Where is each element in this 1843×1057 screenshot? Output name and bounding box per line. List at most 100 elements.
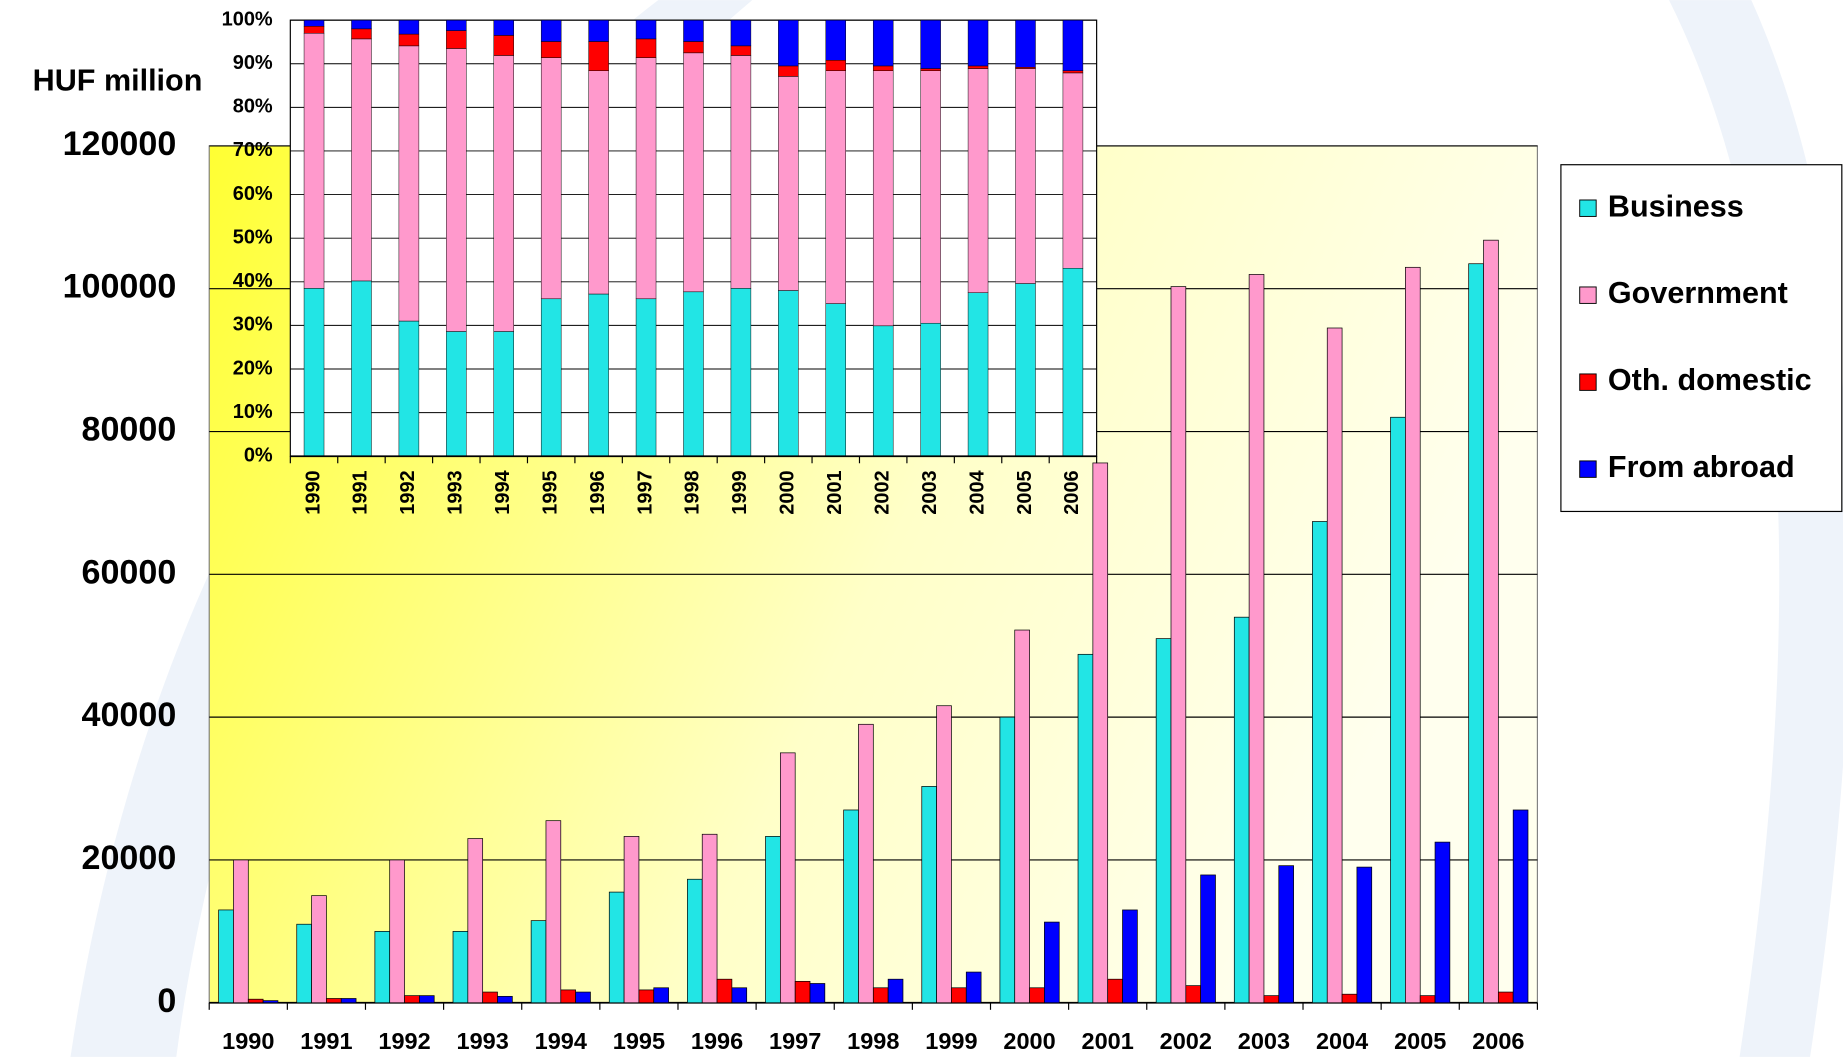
bar [1200, 874, 1216, 1004]
y-tick-label: 100% [222, 8, 273, 30]
stacked-bar-segment [635, 57, 657, 300]
stacked-bar-segment [872, 325, 894, 457]
x-tick-label: 2004 [966, 470, 988, 514]
y-tick-label: 80% [233, 96, 273, 118]
bar [1390, 416, 1406, 1004]
x-tick-label: 1995 [613, 1028, 665, 1054]
x-tick-label: 2000 [1003, 1028, 1055, 1054]
legend-swatch [1579, 199, 1597, 217]
stacked-bar-segment [778, 290, 799, 457]
bar [1263, 995, 1280, 1004]
bar [1044, 921, 1060, 1004]
stacked-bar-segment [540, 57, 562, 300]
stacked-bar-segment [683, 41, 704, 54]
bar [623, 836, 640, 1004]
x-tick-label: 2001 [1082, 1028, 1134, 1054]
bar [1170, 286, 1187, 1004]
x-tick-label: 1997 [769, 1028, 821, 1054]
stacked-bar-segment [588, 70, 609, 295]
x-tick-label: 1990 [222, 1028, 274, 1054]
bar [340, 998, 357, 1004]
bar [482, 991, 498, 1004]
x-tick-label: 1990 [302, 470, 324, 514]
y-tick-label: 20000 [82, 839, 177, 877]
bar [247, 998, 264, 1004]
stacked-bar-segment [920, 70, 941, 324]
bar [951, 987, 967, 1004]
x-tick-label: 1991 [350, 470, 372, 514]
bar [452, 931, 469, 1004]
stacked-bar-segment [920, 68, 941, 71]
y-tick-label: 40% [233, 270, 273, 292]
x-tick-label: 1993 [457, 1028, 509, 1054]
stacked-bar-segment [635, 298, 657, 457]
stacked-bar-segment [1062, 268, 1084, 457]
stacked-bar-segment [446, 48, 467, 332]
stacked-bar-segment [303, 32, 325, 289]
x-tick-label: 2003 [1238, 1028, 1290, 1054]
legend-label: Oth. domestic [1608, 363, 1812, 397]
bar [389, 859, 405, 1004]
stacked-bar-segment [967, 68, 989, 293]
stacked-bar-segment [825, 70, 846, 304]
stacked-bar-segment [778, 19, 799, 67]
legend-label: Business [1608, 189, 1744, 223]
x-tick-label: 1999 [729, 470, 751, 514]
bar [497, 995, 513, 1004]
stacked-bar-segment [1062, 72, 1084, 269]
y-tick-label: 120000 [63, 125, 177, 163]
bar [921, 786, 937, 1004]
stacked-bar-segment [446, 19, 467, 31]
stacked-bar-segment [351, 280, 372, 457]
legend-swatch [1579, 373, 1597, 391]
y-tick-label: 0 [157, 982, 176, 1020]
x-tick-label: 1993 [445, 470, 467, 514]
stacked-bar-segment [730, 45, 752, 56]
bar [936, 705, 952, 1004]
y-tick-label: 60% [233, 183, 273, 205]
bar [858, 723, 874, 1004]
bar [404, 995, 420, 1004]
x-tick-label: 1994 [535, 1028, 587, 1054]
stacked-bar-segment [730, 19, 752, 47]
bar [731, 987, 748, 1004]
stacked-bar-segment [398, 33, 420, 47]
bar [218, 909, 234, 1004]
stacked-bar-segment [446, 30, 467, 49]
stacked-bar-segment [635, 19, 657, 40]
bar [843, 809, 859, 1004]
stacked-bar-segment [967, 292, 989, 457]
x-tick-label: 2003 [919, 470, 941, 514]
y-axis-label: HUF million [33, 64, 203, 98]
bar [638, 989, 655, 1004]
bar [296, 923, 312, 1004]
stacked-bar-segment [920, 19, 941, 69]
stacked-bar-segment [588, 19, 609, 42]
bar [1185, 985, 1202, 1004]
legend-label: Government [1608, 276, 1788, 310]
stacked-bar-segment [540, 298, 562, 457]
stacked-bar-segment [825, 19, 846, 61]
stacked-bar-segment [967, 65, 989, 69]
stacked-bar-segment [872, 65, 894, 71]
x-tick-label: 1998 [847, 1028, 899, 1054]
stacked-bar-segment [778, 65, 799, 77]
x-tick-label: 2006 [1472, 1028, 1524, 1054]
stacked-bar-segment [493, 331, 514, 457]
stacked-bar-segment [493, 35, 514, 56]
bar [1419, 995, 1436, 1004]
stacked-bar-segment [825, 303, 846, 457]
bar [1405, 266, 1421, 1004]
bar [701, 833, 718, 1004]
bar [530, 920, 547, 1004]
bar [1014, 629, 1030, 1004]
stacked-bar-segment [635, 38, 657, 58]
x-tick-label: 2005 [1014, 470, 1036, 514]
stacked-bar-segment [446, 331, 467, 457]
stacked-bar-segment [683, 291, 704, 457]
bar [1512, 809, 1529, 1004]
stacked-bar-segment [588, 293, 609, 457]
legend-swatch [1579, 460, 1597, 478]
stacked-bar-segment [778, 76, 799, 291]
bar [1107, 978, 1123, 1004]
